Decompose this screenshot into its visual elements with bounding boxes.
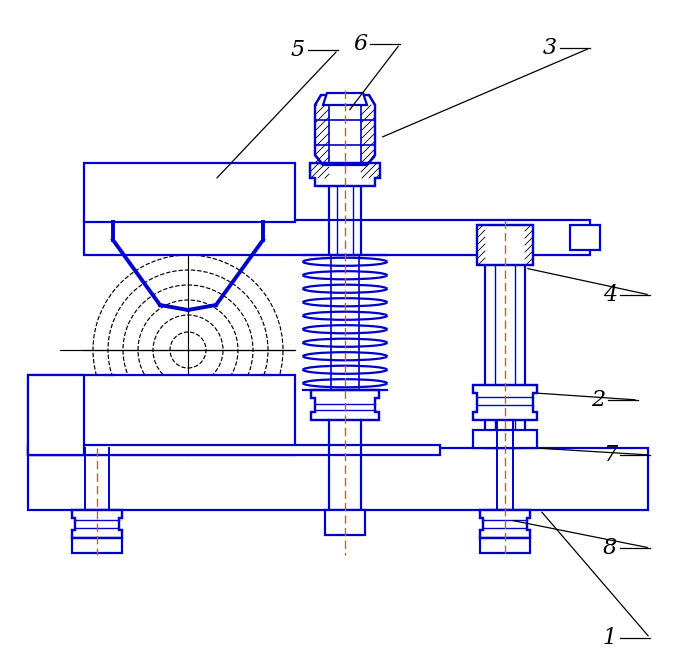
Text: 7: 7: [603, 444, 617, 466]
Polygon shape: [72, 538, 122, 553]
Polygon shape: [311, 390, 379, 420]
Polygon shape: [28, 375, 295, 455]
Text: 8: 8: [603, 537, 617, 559]
Text: 6: 6: [353, 33, 367, 55]
Polygon shape: [28, 375, 84, 455]
Polygon shape: [315, 95, 375, 165]
Polygon shape: [570, 225, 600, 250]
Polygon shape: [480, 510, 530, 538]
Polygon shape: [72, 510, 122, 538]
Polygon shape: [84, 163, 295, 222]
Polygon shape: [325, 510, 365, 535]
Polygon shape: [473, 385, 537, 420]
Text: 1: 1: [603, 627, 617, 649]
Text: 4: 4: [603, 284, 617, 306]
Text: 5: 5: [291, 39, 305, 61]
Text: 2: 2: [591, 389, 605, 411]
Polygon shape: [323, 93, 367, 105]
Text: 3: 3: [543, 37, 557, 59]
Polygon shape: [28, 445, 440, 455]
Polygon shape: [477, 225, 533, 265]
Polygon shape: [28, 448, 648, 510]
Polygon shape: [473, 430, 537, 448]
Polygon shape: [480, 538, 530, 553]
Polygon shape: [84, 220, 590, 255]
Polygon shape: [485, 255, 525, 448]
Polygon shape: [310, 163, 380, 186]
